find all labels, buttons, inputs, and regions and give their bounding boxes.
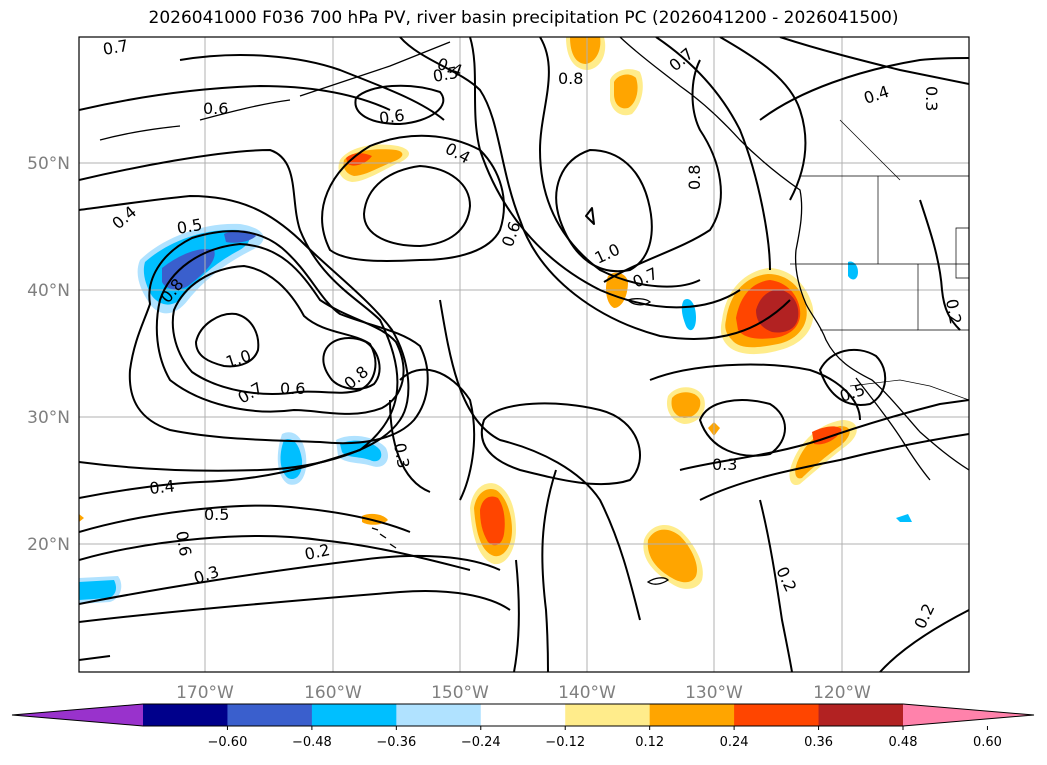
- country-borders: [790, 119, 969, 401]
- contour-label: 0.7: [101, 36, 129, 59]
- colorbar-tick-label: −0.36: [376, 735, 416, 750]
- colorbar-segment: [565, 704, 651, 726]
- contour-label: 0.6: [280, 379, 305, 398]
- colorbar-segment: [227, 704, 313, 726]
- colorbar-tick-label: −0.12: [545, 735, 585, 750]
- map-title: 2026041000 F036 700 hPa PV, river basin …: [148, 8, 899, 28]
- colorbar-segment: [734, 704, 820, 726]
- colorbar-segment: [818, 704, 904, 726]
- contour-label: 1.0: [223, 346, 253, 372]
- lat-label: 30°N: [27, 408, 70, 428]
- pv-contours: [79, 37, 969, 672]
- map-area: 0.7 0.4 0.5 0.6 0.6 0.4 0.8 0.7 0.8 0.4 …: [79, 36, 969, 672]
- longitude-labels: 170°W 160°W 150°W 140°W 130°W 120°W: [176, 683, 871, 703]
- lon-label: 160°W: [304, 683, 362, 703]
- contour-label: 0.2: [942, 297, 965, 325]
- contour-label: 1.0: [592, 240, 623, 268]
- colorbar-segment: [480, 704, 566, 726]
- coastlines: [99, 37, 969, 585]
- contour-label: 0.2: [910, 601, 938, 632]
- contour-label: 0.6: [203, 99, 228, 118]
- contour-label: 0.6: [172, 529, 195, 557]
- contour-label: 0.7: [235, 378, 267, 407]
- colorbar-tick-label: −0.60: [208, 735, 248, 750]
- map-frame: [78, 36, 970, 673]
- colorbar-segment: [396, 704, 482, 726]
- colorbar: −0.60 −0.48 −0.36 −0.24 −0.12 0.12 0.24 0.36 0.4…: [11, 703, 1035, 750]
- lon-label: 140°W: [558, 683, 616, 703]
- colorbar-tick-label: 0.36: [804, 735, 833, 750]
- contour-label: 0.3: [390, 441, 413, 469]
- contour-label: 0.4: [148, 476, 175, 498]
- lat-label: 20°N: [27, 535, 70, 555]
- colorbar-segment: [649, 704, 735, 726]
- contour-label: 0.4: [861, 82, 891, 108]
- colorbar-segment: [311, 704, 397, 726]
- lat-label: 50°N: [27, 154, 70, 174]
- lon-label: 130°W: [685, 683, 743, 703]
- colorbar-tick-label: 0.24: [720, 735, 749, 750]
- colorbar-tick-label: −0.24: [461, 735, 501, 750]
- colorbar-outline: [11, 703, 1035, 727]
- latitude-labels: 50°N 40°N 30°N 20°N: [27, 154, 70, 555]
- lon-label: 120°W: [813, 683, 871, 703]
- contour-label: 0.5: [204, 505, 229, 524]
- colorbar-tick-label: 0.12: [635, 735, 664, 750]
- lon-label: 150°W: [431, 683, 489, 703]
- colorbar-tick-label: −0.48: [292, 735, 332, 750]
- lat-label: 40°N: [27, 281, 70, 301]
- contour-label: 0.7: [665, 44, 697, 75]
- contour-label: 0.3: [922, 86, 941, 111]
- colorbar-tick-label: 0.48: [889, 735, 918, 750]
- contour-label: 0.5: [175, 215, 203, 238]
- contour-label: 0.6: [378, 106, 406, 128]
- colorbar-extend-min: [12, 704, 143, 726]
- contour-label: 0.2: [303, 540, 332, 564]
- contour-label: 0.3: [191, 562, 221, 588]
- graticule: [79, 37, 969, 672]
- contour-label: 0.8: [685, 165, 704, 190]
- contour-labels: 0.7 0.4 0.5 0.6 0.6 0.4 0.8 0.7 0.8 0.4 …: [101, 36, 965, 632]
- contour-label: 0.5: [431, 63, 459, 86]
- lon-label: 170°W: [176, 683, 234, 703]
- colorbar-extend-max: [903, 704, 1034, 726]
- colorbar-segment: [143, 704, 228, 726]
- colorbar-tick-label: 0.60: [973, 735, 1002, 750]
- contour-label: 0.4: [108, 202, 140, 233]
- contour-label: 0.8: [558, 69, 583, 88]
- contour-label: 0.3: [712, 455, 737, 474]
